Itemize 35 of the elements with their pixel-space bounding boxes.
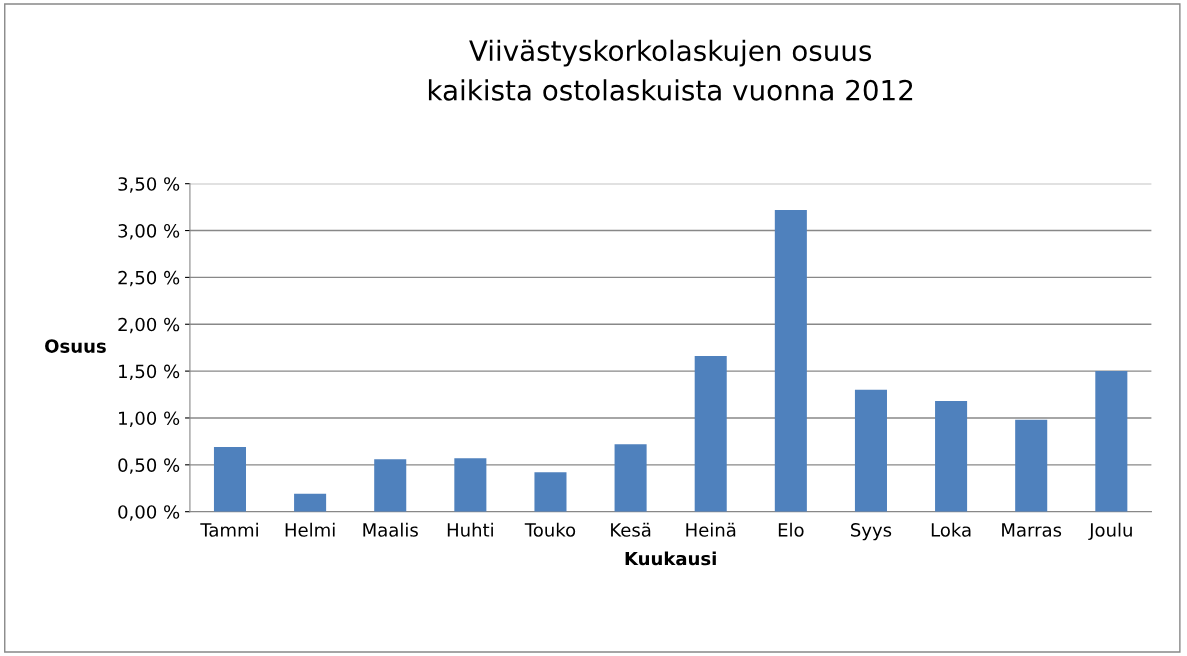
bar xyxy=(935,401,968,512)
bar xyxy=(614,444,647,512)
bar xyxy=(294,493,327,512)
x-tick-label: Maalis xyxy=(363,522,418,537)
x-tick-label: Loka xyxy=(931,522,971,537)
x-tick-label: Joulu xyxy=(1088,522,1132,541)
x-tick-label: Kesä xyxy=(611,522,651,537)
bar xyxy=(774,209,807,512)
bar xyxy=(213,447,247,512)
x-tick-label: Syys xyxy=(851,523,892,541)
x-tick-label: Tammi xyxy=(200,522,258,537)
y-tick-label: 2,00 % xyxy=(118,317,180,334)
y-tick-label: 3,50 % xyxy=(118,177,180,193)
y-tick-label: 1,00 % xyxy=(119,411,180,427)
bar xyxy=(854,389,887,512)
x-axis-title: Kuukausi xyxy=(625,551,716,566)
y-tick-label: 0,00 % xyxy=(118,505,180,521)
x-tick-label: Heinä xyxy=(686,522,736,537)
bar xyxy=(534,472,567,512)
x-tick-label: Huhti xyxy=(447,522,493,537)
y-tick-label: 2,50 % xyxy=(118,270,180,287)
x-tick-label: Marras xyxy=(1002,523,1062,537)
y-axis-title: Osuus xyxy=(45,339,106,353)
y-tick-label: 0,50 % xyxy=(118,458,180,474)
bar xyxy=(454,458,487,512)
bar xyxy=(1095,371,1128,512)
x-tick-label: Elo xyxy=(778,522,804,537)
bar xyxy=(694,356,727,512)
x-tick-label: Touko xyxy=(524,522,576,537)
bar xyxy=(374,459,407,512)
x-tick-label: Helmi xyxy=(285,522,335,537)
chart-title: Viivästyskorkolaskujen osuus kaikista ostolaskuista vuonna 2012 xyxy=(428,39,913,101)
y-tick-label: 3,00 % xyxy=(118,224,180,240)
y-tick-label: 1,50 % xyxy=(119,364,180,381)
bar xyxy=(1015,419,1048,512)
